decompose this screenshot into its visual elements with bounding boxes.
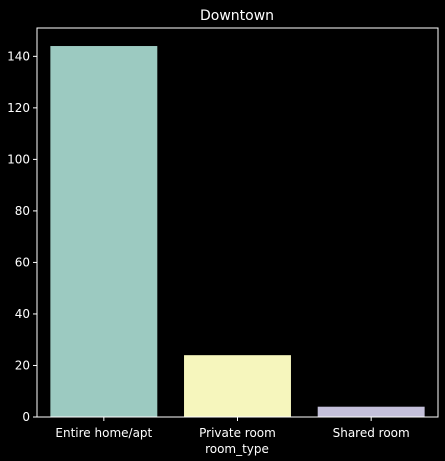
y-tick-label-3: 60	[15, 255, 30, 269]
bar-1	[184, 355, 291, 417]
x-tick-label-1: Private room	[199, 426, 276, 440]
x-axis-label: room_type	[205, 442, 269, 456]
chart-title: Downtown	[200, 8, 274, 24]
bar-0	[50, 46, 158, 417]
x-axis-ticks: Entire home/apt Private room Shared room	[55, 417, 410, 440]
y-axis-ticks: 0 20 40 60 80 100 120 140	[7, 49, 37, 424]
x-tick-label-0: Entire home/apt	[55, 426, 152, 440]
bar-2	[317, 406, 425, 417]
y-tick-label-4: 80	[15, 204, 30, 218]
y-tick-label-1: 20	[15, 358, 30, 372]
bars-group	[50, 46, 425, 417]
y-tick-label-0: 0	[22, 410, 30, 424]
y-tick-label-7: 140	[7, 49, 30, 63]
y-tick-label-5: 100	[7, 152, 30, 166]
x-tick-label-2: Shared room	[333, 426, 410, 440]
y-tick-label-2: 40	[15, 307, 30, 321]
y-tick-label-6: 120	[7, 101, 30, 115]
